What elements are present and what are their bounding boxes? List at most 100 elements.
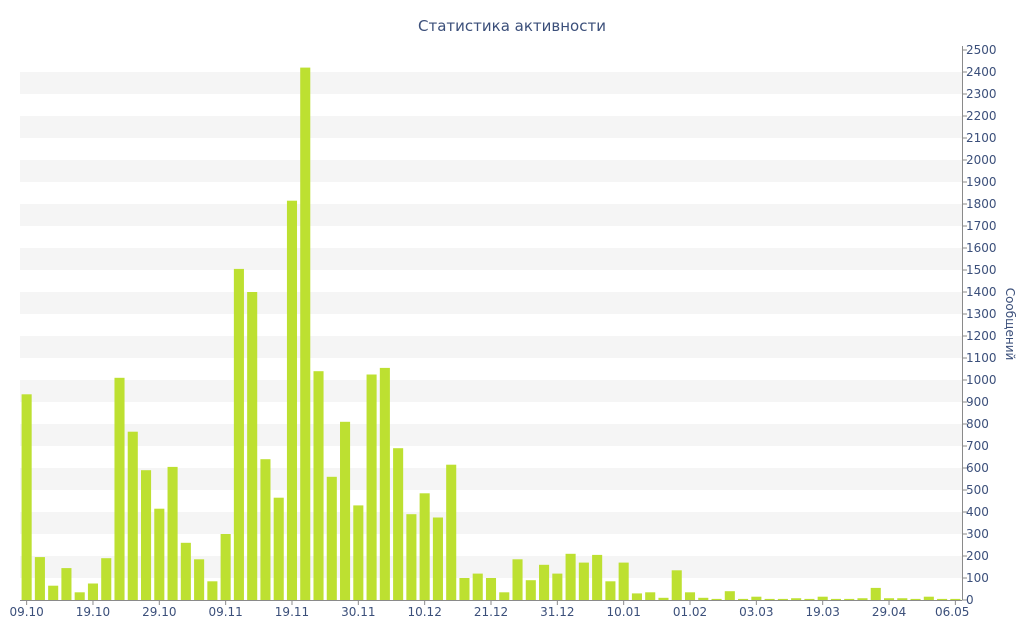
y-axis-label: Сообщений (1003, 288, 1017, 361)
bar (127, 431, 138, 600)
bar (286, 200, 298, 600)
y-tick-label: 0 (966, 593, 974, 607)
y-tick-label: 1700 (966, 219, 997, 233)
bar (220, 534, 231, 600)
x-tick-label: 09.10 (9, 605, 43, 619)
bar (61, 568, 72, 600)
bar (459, 578, 470, 600)
y-tick-label: 2000 (966, 153, 997, 167)
bar (194, 559, 205, 600)
bar (300, 67, 311, 601)
y-tick-label: 1500 (966, 263, 997, 277)
bar (260, 459, 271, 600)
bar (684, 592, 696, 600)
bar (658, 597, 669, 600)
bar (101, 558, 112, 600)
grid-band (20, 292, 962, 314)
x-tick-label: 10.01 (606, 605, 640, 619)
grid-band (20, 336, 962, 358)
y-tick-label: 1600 (966, 241, 997, 255)
x-axis-ticks: 09.10 19.10 29.10 09.11 19.11 30.11 10.12 21.12… (9, 600, 969, 619)
grid-bands (20, 72, 962, 578)
bar (645, 592, 656, 600)
x-tick-label: 29.04 (872, 605, 906, 619)
bar (738, 598, 749, 600)
y-tick-label: 1300 (966, 307, 997, 321)
bar (565, 553, 576, 600)
y-tick-label: 1000 (966, 373, 997, 387)
bar (923, 596, 934, 600)
bar (432, 517, 443, 600)
bar (817, 596, 828, 600)
y-tick-label: 2300 (966, 87, 997, 101)
x-tick-label: 31.12 (540, 605, 574, 619)
bar (485, 578, 497, 600)
y-tick-label: 400 (966, 505, 989, 519)
grid-band (20, 204, 962, 226)
bar (950, 598, 961, 600)
bar (419, 493, 430, 600)
x-tick-label: 21.12 (474, 605, 508, 619)
bar (605, 581, 616, 600)
bar (472, 573, 483, 600)
bar (512, 559, 523, 600)
bar (87, 583, 99, 600)
bar (114, 377, 125, 600)
grid-band (20, 424, 962, 446)
y-axis-ticks: 0 100 200 300 400 500 600 700 800 900 1000 1100 1200… (962, 43, 997, 607)
bar (379, 367, 390, 600)
bar (830, 598, 841, 600)
grid-band (20, 160, 962, 182)
bar (167, 466, 178, 600)
grid-band (20, 380, 962, 402)
y-tick-label: 2100 (966, 131, 997, 145)
bar (340, 421, 351, 600)
grid-band (20, 468, 962, 490)
bar (724, 591, 735, 600)
bar (353, 505, 364, 600)
x-tick-label: 06.05 (935, 605, 969, 619)
bar (671, 570, 682, 600)
y-tick-label: 200 (966, 549, 989, 563)
bar (21, 394, 32, 600)
y-tick-label: 900 (966, 395, 989, 409)
x-tick-label: 19.03 (806, 605, 840, 619)
bar-series (21, 67, 961, 601)
bar (313, 371, 324, 600)
y-tick-label: 700 (966, 439, 989, 453)
bar (910, 598, 921, 600)
y-tick-label: 2500 (966, 43, 997, 57)
bar (698, 597, 709, 600)
y-tick-label: 100 (966, 571, 989, 585)
bar (141, 470, 152, 600)
bar (552, 573, 563, 600)
x-tick-label: 19.11 (275, 605, 309, 619)
bar (74, 592, 85, 600)
bar (804, 598, 815, 600)
bar (539, 564, 550, 600)
y-tick-label: 600 (966, 461, 989, 475)
grid-band (20, 116, 962, 138)
bar (764, 598, 775, 600)
grid-band (20, 72, 962, 94)
bar (777, 598, 788, 600)
y-tick-label: 2200 (966, 109, 997, 123)
y-tick-label: 500 (966, 483, 989, 497)
bar (499, 592, 510, 600)
x-tick-label: 30.11 (341, 605, 375, 619)
bar (34, 557, 45, 600)
x-tick-label: 09.11 (208, 605, 242, 619)
bar (154, 508, 165, 600)
bar (870, 587, 881, 600)
x-tick-label: 10.12 (407, 605, 441, 619)
bar (326, 476, 337, 600)
y-tick-label: 300 (966, 527, 989, 541)
bar (844, 598, 855, 600)
bar (48, 585, 59, 600)
x-tick-label: 01.02 (673, 605, 707, 619)
bar (883, 598, 895, 600)
bar (247, 292, 258, 600)
y-tick-label: 1800 (966, 197, 997, 211)
